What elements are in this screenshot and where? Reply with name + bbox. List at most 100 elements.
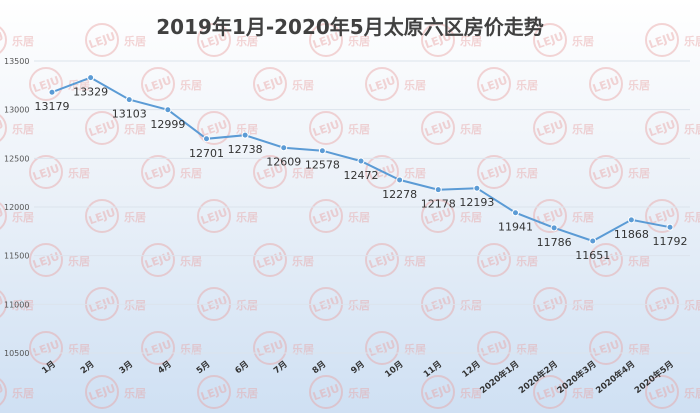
svg-text:乐居: 乐居: [292, 166, 314, 180]
svg-text:乐居: 乐居: [292, 342, 314, 356]
data-point: [627, 216, 635, 224]
svg-text:乐居: 乐居: [460, 210, 482, 224]
svg-text:LEJU: LEJU: [423, 382, 453, 404]
svg-text:乐居: 乐居: [684, 298, 700, 312]
svg-text:乐居: 乐居: [404, 254, 426, 268]
watermark-logo: LEJU 乐居: [589, 155, 650, 189]
x-tick-label: 4月: [156, 359, 174, 376]
svg-text:乐居: 乐居: [236, 34, 258, 48]
svg-text:LEJU: LEJU: [31, 338, 61, 360]
svg-text:乐居: 乐居: [124, 34, 146, 48]
svg-text:乐居: 乐居: [180, 254, 202, 268]
svg-text:乐居: 乐居: [628, 254, 650, 268]
data-point: [48, 88, 56, 96]
svg-text:乐居: 乐居: [348, 34, 370, 48]
svg-text:乐居: 乐居: [516, 342, 538, 356]
svg-text:LEJU: LEJU: [255, 338, 285, 360]
svg-text:乐居: 乐居: [236, 298, 258, 312]
svg-text:乐居: 乐居: [68, 166, 90, 180]
svg-text:乐居: 乐居: [236, 210, 258, 224]
data-point: [357, 157, 365, 165]
svg-text:LEJU: LEJU: [199, 206, 229, 228]
svg-text:乐居: 乐居: [68, 254, 90, 268]
y-tick-label: 12000: [4, 203, 29, 212]
svg-text:乐居: 乐居: [348, 210, 370, 224]
data-point: [203, 135, 210, 143]
svg-text:LEJU: LEJU: [479, 250, 509, 272]
data-point: [87, 74, 95, 82]
data-label: 13103: [112, 108, 147, 121]
svg-text:LEJU: LEJU: [31, 162, 61, 184]
watermark-logo: LEJU 乐居: [29, 331, 90, 365]
svg-text:LEJU: LEJU: [87, 118, 117, 140]
svg-text:LEJU: LEJU: [255, 74, 285, 96]
data-point: [550, 224, 558, 232]
svg-text:乐居: 乐居: [404, 166, 426, 180]
svg-text:乐居: 乐居: [12, 122, 34, 136]
svg-text:乐居: 乐居: [348, 298, 370, 312]
data-label: 11651: [575, 249, 610, 262]
svg-text:乐居: 乐居: [124, 210, 146, 224]
svg-text:乐居: 乐居: [292, 254, 314, 268]
x-tick-label: 5月: [195, 359, 213, 376]
x-tick-label: 7月: [272, 359, 290, 376]
svg-text:LEJU: LEJU: [367, 74, 397, 96]
svg-text:LEJU: LEJU: [479, 338, 509, 360]
svg-text:乐居: 乐居: [348, 386, 370, 400]
data-point: [512, 209, 519, 217]
y-axis: 10500 11000 11500 12000 12500 13000 13500: [4, 57, 29, 358]
watermark-logo: LEJU 乐居: [477, 331, 538, 365]
svg-text:LEJU: LEJU: [535, 206, 565, 228]
svg-text:LEJU: LEJU: [479, 74, 509, 96]
svg-text:乐居: 乐居: [12, 298, 34, 312]
svg-text:乐居: 乐居: [516, 166, 538, 180]
watermark-logo: LEJU 乐居: [309, 375, 370, 409]
svg-text:LEJU: LEJU: [591, 162, 621, 184]
data-label: 13179: [35, 100, 70, 113]
svg-text:乐居: 乐居: [348, 122, 370, 136]
watermark-logo: LEJU 乐居: [421, 375, 482, 409]
svg-text:LEJU: LEJU: [0, 206, 5, 228]
x-tick-label: 9月: [349, 359, 367, 376]
svg-text:乐居: 乐居: [68, 342, 90, 356]
svg-text:LEJU: LEJU: [87, 382, 117, 404]
svg-text:乐居: 乐居: [460, 386, 482, 400]
data-label: 11941: [498, 221, 533, 234]
svg-text:LEJU: LEJU: [87, 30, 117, 52]
svg-text:LEJU: LEJU: [31, 74, 61, 96]
svg-text:乐居: 乐居: [628, 166, 650, 180]
svg-text:LEJU: LEJU: [311, 382, 341, 404]
svg-text:乐居: 乐居: [124, 122, 146, 136]
data-point: [125, 96, 133, 104]
y-tick-label: 13000: [4, 106, 29, 115]
chart-title: 2019年1月-2020年5月太原六区房价走势: [156, 15, 543, 39]
data-point: [666, 223, 674, 231]
svg-text:乐居: 乐居: [572, 386, 594, 400]
data-point: [589, 237, 597, 245]
svg-text:乐居: 乐居: [460, 34, 482, 48]
svg-text:乐居: 乐居: [684, 34, 700, 48]
svg-text:乐居: 乐居: [628, 78, 650, 92]
data-label: 12701: [189, 147, 224, 160]
svg-text:乐居: 乐居: [236, 122, 258, 136]
data-label: 12193: [459, 196, 494, 209]
data-point: [280, 144, 288, 152]
x-tick-label: 2020年1月: [478, 359, 521, 396]
svg-text:乐居: 乐居: [460, 122, 482, 136]
